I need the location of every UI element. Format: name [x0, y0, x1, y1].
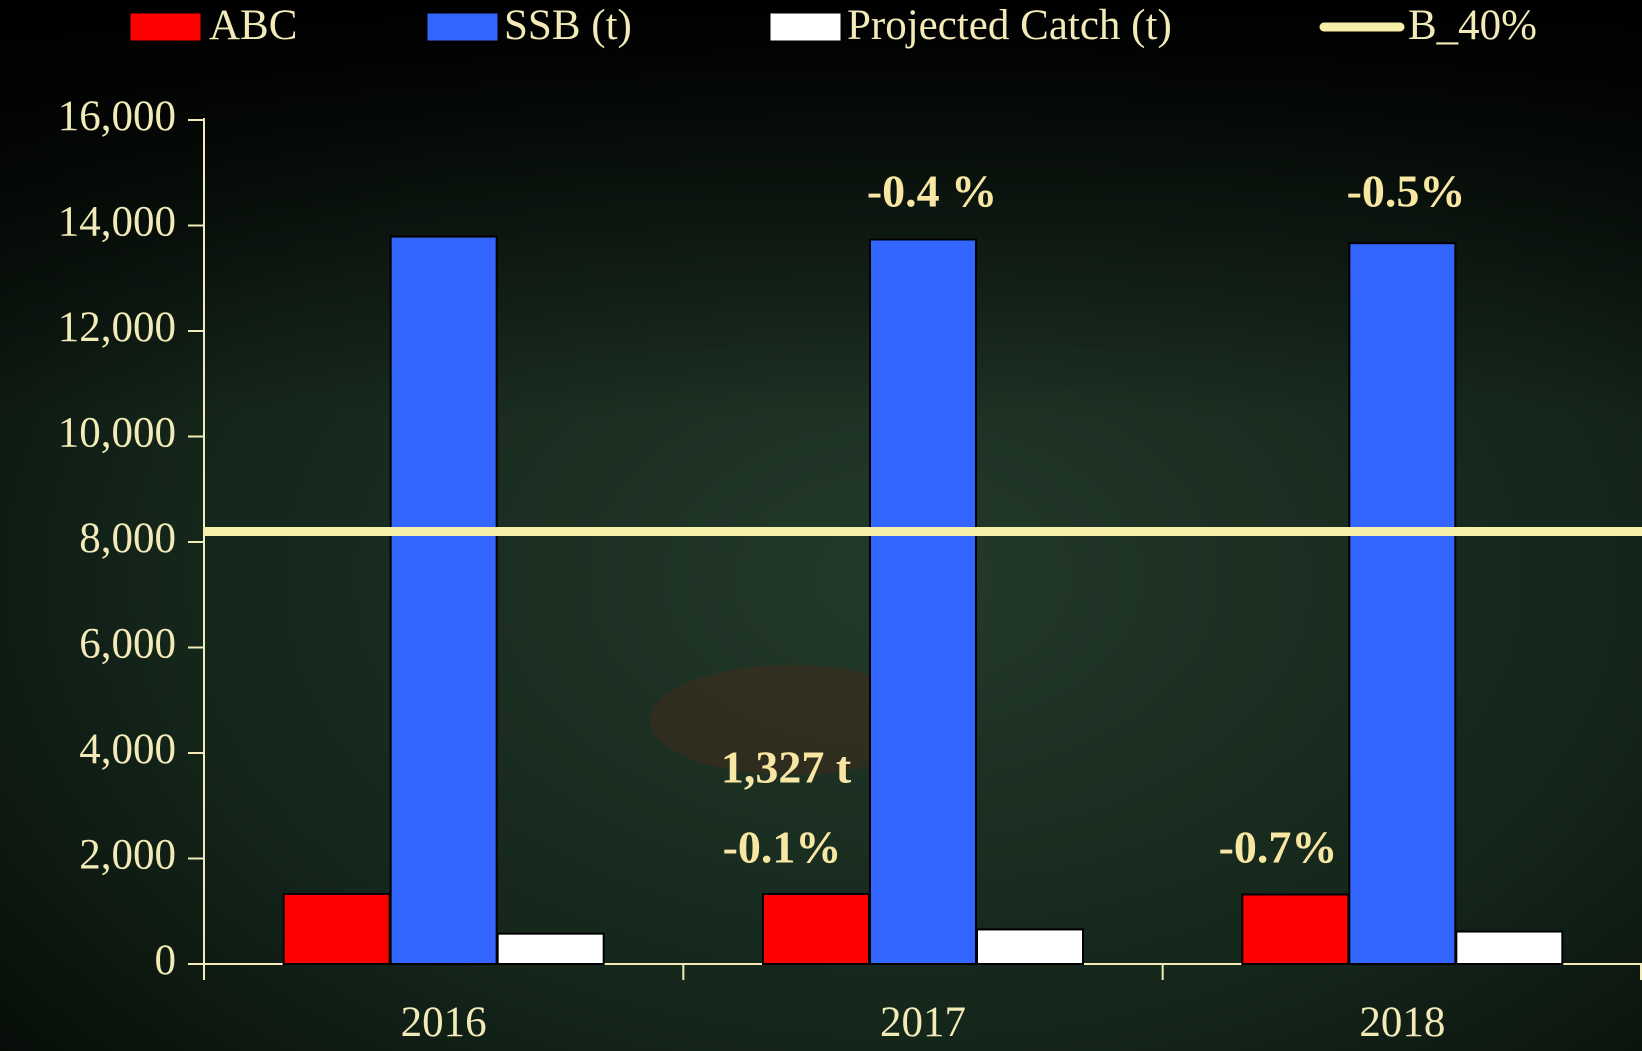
- x-tick-label: 2018: [1359, 999, 1445, 1046]
- annotation: -0.1%: [723, 822, 842, 873]
- legend-swatch: [424, 10, 501, 44]
- annotation: -0.7%: [1219, 822, 1338, 873]
- annotation: -0.4 %: [867, 166, 997, 217]
- bar: [869, 238, 977, 965]
- bar: [976, 928, 1084, 965]
- legend-label: B_40%: [1408, 2, 1537, 49]
- bar: [496, 932, 605, 966]
- bar: [762, 893, 870, 965]
- bar: [389, 235, 498, 965]
- legend-label: Projected Catch (t): [847, 2, 1172, 49]
- y-tick-label: 8,000: [79, 515, 176, 562]
- y-tick-label: 10,000: [58, 409, 176, 456]
- x-tick-label: 2016: [401, 999, 487, 1046]
- annotation: -0.5%: [1347, 166, 1466, 217]
- bar: [1455, 930, 1564, 966]
- y-tick-label: 4,000: [79, 726, 176, 773]
- y-tick-label: 2,000: [79, 831, 176, 878]
- y-tick-label: 12,000: [58, 304, 176, 351]
- y-tick-label: 6,000: [79, 620, 176, 667]
- y-tick-label: 16,000: [58, 93, 176, 140]
- background-fish: [650, 665, 930, 775]
- legend-swatch: [127, 10, 204, 44]
- bar: [1348, 242, 1457, 965]
- y-tick-label: 0: [155, 937, 177, 984]
- bar: [282, 892, 391, 965]
- y-tick-label: 14,000: [58, 198, 176, 245]
- legend-label: SSB (t): [504, 2, 632, 49]
- legend-label: ABC: [209, 2, 297, 49]
- bar: [1241, 893, 1350, 966]
- legend-swatch: [767, 10, 844, 44]
- annotation: 1,327 t: [721, 742, 852, 793]
- x-tick-label: 2017: [880, 999, 966, 1046]
